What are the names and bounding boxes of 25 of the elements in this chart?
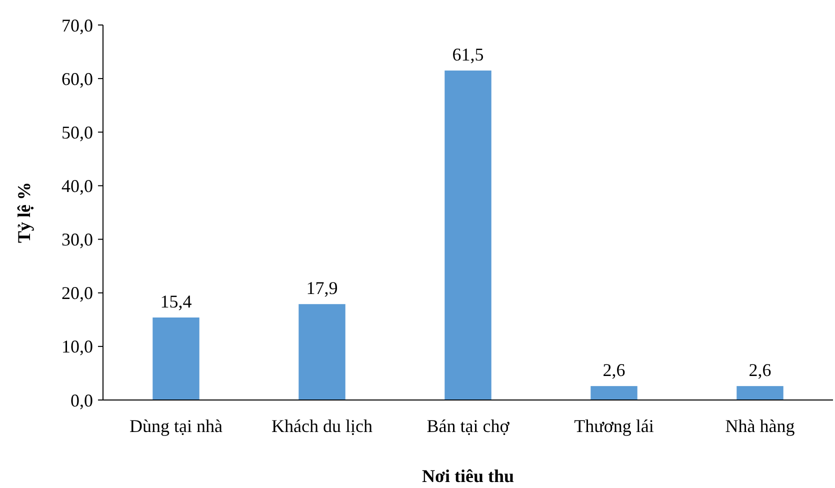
bar	[444, 70, 492, 400]
y-tick-label: 70,0	[62, 15, 93, 36]
data-label: 17,9	[306, 278, 338, 298]
y-tick-label: 40,0	[62, 176, 93, 196]
x-tick-label: Dùng tại nhà	[130, 416, 222, 436]
y-tick-label: 50,0	[62, 122, 93, 142]
bar	[736, 386, 784, 400]
x-tick-label: Bán tại chợ	[426, 416, 510, 436]
x-tick-label: Thương lái	[574, 416, 654, 436]
data-label: 15,4	[160, 292, 192, 312]
y-tick-label: 30,0	[62, 230, 93, 250]
x-tick-label: Nhà hàng	[725, 416, 795, 436]
data-label: 2,6	[748, 360, 772, 380]
x-tick-label: Khách du lịch	[272, 416, 372, 436]
y-axis-title: Tỷ lệ %	[14, 182, 34, 243]
bar	[152, 318, 200, 400]
x-axis-title: Nơi tiêu thu	[422, 466, 514, 486]
bar	[298, 304, 346, 400]
data-label: 61,5	[452, 44, 484, 65]
data-label: 2,6	[602, 360, 626, 380]
bar	[590, 386, 638, 400]
y-tick-label: 60,0	[62, 68, 93, 89]
y-tick-label: 20,0	[62, 283, 93, 304]
y-tick-label: 10,0	[62, 336, 93, 357]
y-tick-label: 0,0	[70, 390, 93, 410]
